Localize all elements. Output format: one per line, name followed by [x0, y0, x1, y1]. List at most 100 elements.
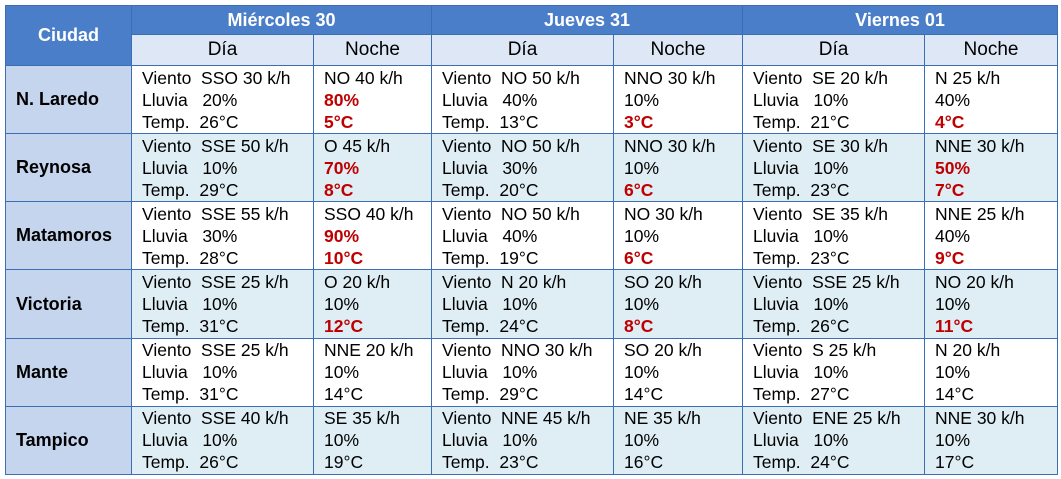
- temp-value: 8°C: [624, 316, 654, 337]
- wind-value: NNO 30 k/h: [624, 135, 716, 156]
- forecast-cell-night: NNO 30 k/h 10% 6°C: [612, 133, 744, 203]
- temp-value: 14°C: [624, 384, 664, 405]
- temp-label: Temp.: [442, 384, 490, 405]
- wind-line: Viento N 20 k/h: [442, 271, 613, 293]
- wind-line: Viento SE 20 k/h: [753, 67, 924, 89]
- temp-line: 6°C: [624, 179, 742, 201]
- day-header-thursday: Jueves 31: [430, 5, 744, 35]
- rain-label: Lluvia: [753, 294, 799, 315]
- forecast-cell-night: O 20 k/h 10% 12°C: [313, 269, 432, 339]
- forecast-cell-day: Viento NNE 45 k/h Lluvia 10% Temp. 23°C: [431, 405, 614, 476]
- forecast-cell-night: SE 35 k/h 10% 19°C: [313, 405, 432, 476]
- rain-line: Lluvia 10%: [442, 293, 613, 315]
- wind-value: NO 50 k/h: [501, 67, 580, 88]
- rain-label: Lluvia: [142, 362, 188, 383]
- temp-label: Temp.: [442, 247, 490, 268]
- wind-line: Viento ENE 25 k/h: [753, 407, 924, 429]
- rain-line: 10%: [935, 293, 1057, 315]
- rain-line: Lluvia 10%: [753, 361, 924, 383]
- forecast-cell-night: SO 20 k/h 10% 8°C: [612, 269, 744, 339]
- rain-line: 10%: [935, 361, 1057, 383]
- temp-value: 4°C: [935, 111, 965, 132]
- wind-label: Viento: [442, 135, 492, 156]
- rain-label: Lluvia: [753, 362, 799, 383]
- temp-value: 11°C: [935, 316, 974, 337]
- wind-value: O 20 k/h: [324, 272, 391, 293]
- temp-value: 17°C: [935, 452, 975, 473]
- wind-label: Viento: [753, 203, 803, 224]
- rain-label: Lluvia: [442, 430, 488, 451]
- rain-label: Lluvia: [142, 89, 188, 110]
- wind-value: SO 20 k/h: [624, 340, 702, 361]
- day-header-friday: Viernes 01: [742, 5, 1059, 35]
- wind-line: O 20 k/h: [324, 271, 431, 293]
- table-row: Matamoros Viento SSE 55 k/h Lluvia 30% Temp…: [5, 201, 1059, 271]
- rain-label: Lluvia: [753, 225, 799, 246]
- forecast-cell-night: N 25 k/h 40% 4°C: [924, 64, 1059, 135]
- temp-line: 3°C: [624, 111, 742, 133]
- forecast-cell-day: Viento SSE 50 k/h Lluvia 10% Temp. 29°C: [131, 133, 314, 203]
- rain-line: Lluvia 10%: [142, 361, 313, 383]
- temp-value: 14°C: [935, 384, 975, 405]
- wind-value: S 25 k/h: [812, 340, 877, 361]
- forecast-cell-day: Viento N 20 k/h Lluvia 10% Temp. 24°C: [431, 269, 614, 339]
- wind-line: O 45 k/h: [324, 135, 431, 157]
- day-header-wednesday: Miércoles 30: [131, 5, 432, 35]
- rain-label: Lluvia: [442, 157, 488, 178]
- rain-line: Lluvia 10%: [753, 157, 924, 179]
- rain-line: Lluvia 10%: [142, 293, 313, 315]
- wind-label: Viento: [142, 135, 192, 156]
- wind-value: N 20 k/h: [935, 340, 1001, 361]
- wind-value: SSE 55 k/h: [201, 203, 289, 224]
- rain-line: 90%: [324, 225, 431, 247]
- wind-line: SE 35 k/h: [324, 407, 431, 429]
- temp-line: Temp. 26°C: [142, 451, 313, 473]
- rain-label: Lluvia: [142, 157, 188, 178]
- temp-value: 6°C: [624, 179, 654, 200]
- wind-value: SSE 25 k/h: [201, 340, 289, 361]
- temp-value: 26°C: [199, 111, 239, 132]
- wind-value: NNE 25 k/h: [935, 203, 1025, 224]
- wind-label: Viento: [442, 203, 492, 224]
- wind-line: N 25 k/h: [935, 67, 1057, 89]
- wind-line: Viento SSE 25 k/h: [142, 271, 313, 293]
- wind-line: Viento SSE 25 k/h: [753, 271, 924, 293]
- temp-label: Temp.: [442, 111, 490, 132]
- table-row: Mante Viento SSE 25 k/h Lluvia 10% Temp. 31…: [5, 337, 1059, 407]
- rain-value: 20%: [202, 89, 238, 110]
- temp-line: Temp. 23°C: [753, 247, 924, 269]
- temp-label: Temp.: [753, 452, 801, 473]
- wind-value: SE 30 k/h: [812, 135, 888, 156]
- rain-value: 40%: [935, 225, 971, 246]
- rain-value: 70%: [324, 157, 360, 178]
- rain-value: 10%: [624, 294, 660, 315]
- wind-line: Viento NO 50 k/h: [442, 67, 613, 89]
- temp-line: Temp. 23°C: [753, 179, 924, 201]
- temp-label: Temp.: [753, 179, 801, 200]
- temp-value: 26°C: [199, 452, 239, 473]
- temp-line: Temp. 31°C: [142, 383, 313, 405]
- wind-label: Viento: [442, 272, 492, 293]
- rain-line: Lluvia 10%: [753, 429, 924, 451]
- period-header-day: Día: [742, 34, 926, 66]
- forecast-cell-night: N 20 k/h 10% 14°C: [924, 337, 1059, 407]
- wind-line: NO 20 k/h: [935, 271, 1057, 293]
- temp-label: Temp.: [753, 384, 801, 405]
- temp-value: 7°C: [935, 179, 965, 200]
- wind-line: Viento SSE 40 k/h: [142, 407, 313, 429]
- wind-line: NO 30 k/h: [624, 203, 742, 225]
- city-name: Reynosa: [5, 133, 132, 203]
- wind-line: NO 40 k/h: [324, 67, 431, 89]
- forecast-cell-night: NO 40 k/h 80% 5°C: [313, 64, 432, 135]
- rain-line: Lluvia 40%: [442, 225, 613, 247]
- city-name: Victoria: [5, 269, 132, 339]
- rain-line: 50%: [935, 157, 1057, 179]
- rain-label: Lluvia: [442, 362, 488, 383]
- temp-value: 10°C: [324, 247, 364, 268]
- temp-label: Temp.: [142, 316, 190, 337]
- temp-value: 14°C: [324, 384, 364, 405]
- rain-value: 30%: [502, 157, 538, 178]
- forecast-cell-day: Viento SSE 55 k/h Lluvia 30% Temp. 28°C: [131, 201, 314, 271]
- rain-value: 40%: [502, 89, 538, 110]
- wind-line: Viento SSE 55 k/h: [142, 203, 313, 225]
